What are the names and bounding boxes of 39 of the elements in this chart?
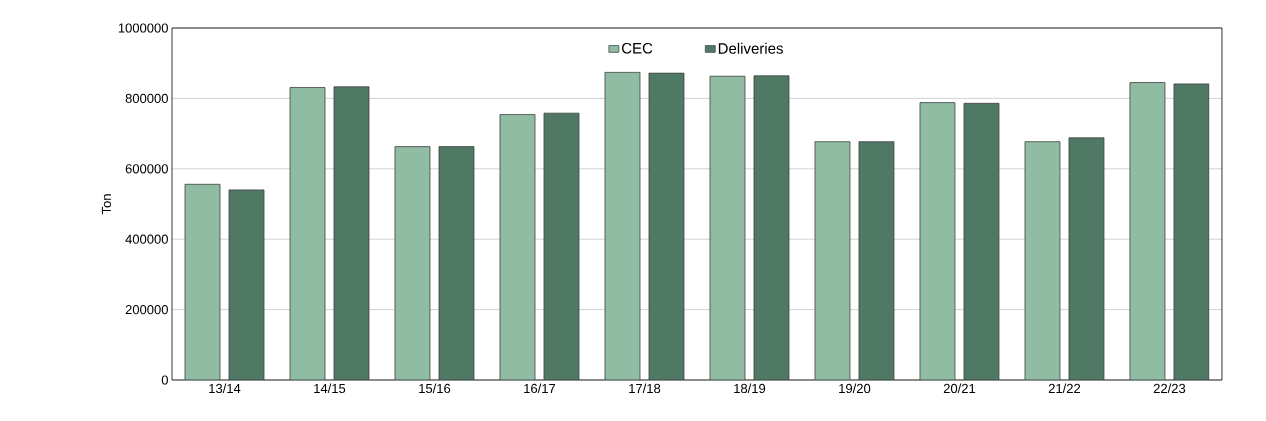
y-axis-title: Ton	[101, 194, 111, 215]
bar	[229, 189, 264, 380]
x-tick-label: 13/14	[209, 383, 241, 394]
y-tick-label: 600000	[125, 164, 168, 174]
bar	[334, 86, 369, 380]
x-tick-label: 16/17	[524, 383, 556, 394]
bar	[1068, 137, 1104, 380]
x-tick-label: 15/16	[419, 383, 451, 394]
bar	[858, 141, 894, 380]
bar	[290, 87, 325, 380]
bar	[394, 146, 430, 380]
x-tick-label: 17/18	[629, 383, 661, 394]
bar	[1024, 141, 1060, 380]
x-tick-label: 19/20	[839, 383, 871, 394]
legend-label: Deliveries	[718, 42, 783, 54]
bar	[919, 102, 955, 380]
bar	[438, 146, 474, 380]
y-tick-label: 800000	[125, 93, 168, 103]
bar	[963, 103, 999, 380]
bar	[1173, 83, 1210, 380]
x-tick-label: 20/21	[943, 383, 976, 394]
bar	[185, 184, 220, 380]
x-tick-label: 18/19	[734, 383, 766, 394]
x-tick-label: 22/23	[1153, 383, 1186, 394]
bar	[604, 72, 640, 380]
bar	[499, 114, 535, 380]
bar	[1129, 82, 1166, 380]
y-tick-label: 0	[161, 375, 168, 385]
bar	[543, 113, 579, 380]
y-tick-label: 200000	[125, 304, 168, 315]
x-tick-label: 14/15	[314, 383, 346, 394]
x-tick-label: 21/22	[1048, 383, 1081, 394]
y-tick-label: 1000000	[118, 23, 168, 33]
legend-label: CEC	[621, 42, 653, 54]
bar	[648, 73, 684, 380]
y-tick-label: 400000	[125, 234, 168, 244]
bar	[709, 76, 745, 380]
bar	[753, 75, 789, 380]
bar	[814, 141, 850, 380]
